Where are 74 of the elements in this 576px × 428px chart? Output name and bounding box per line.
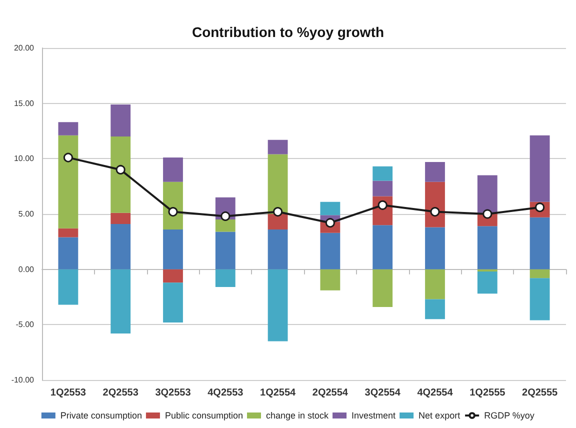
bar	[425, 299, 445, 320]
legend-label: Public consumption	[164, 410, 243, 420]
legend-label: Net export	[418, 410, 461, 420]
bar	[58, 237, 78, 270]
x-tick-label: 3Q2553	[155, 388, 192, 398]
point	[378, 200, 388, 210]
point	[430, 207, 440, 217]
bar	[110, 269, 131, 334]
bar	[372, 180, 393, 196]
legend-label: change in stock	[266, 410, 330, 420]
chart-title: Contribution to %yoy growth	[192, 24, 384, 40]
x-tick-label: 4Q2553	[208, 388, 244, 398]
bar	[320, 202, 340, 216]
x-tick-label: 3Q2554	[364, 388, 401, 398]
bar	[320, 232, 340, 270]
bar	[163, 158, 183, 182]
point	[273, 207, 283, 217]
y-tick-label: -5.00	[16, 320, 35, 330]
bar	[425, 227, 445, 270]
bar	[163, 282, 183, 322]
bar	[215, 269, 236, 288]
y-tick-label: 5.00	[18, 210, 35, 218]
y-tick-label: -10.00	[11, 376, 35, 384]
bar	[530, 278, 550, 320]
bar	[268, 229, 288, 270]
point	[168, 207, 178, 217]
bar	[163, 229, 183, 270]
bar	[163, 269, 183, 283]
legend-label: Private consumption	[60, 410, 142, 420]
bar	[477, 269, 498, 272]
point	[482, 209, 492, 219]
bar	[425, 182, 445, 228]
bar	[372, 166, 393, 181]
bar	[58, 135, 78, 228]
bar	[372, 225, 393, 270]
point	[116, 164, 126, 174]
bar	[58, 228, 78, 238]
point	[220, 211, 230, 221]
bar	[530, 217, 550, 270]
y-tick-label: 0.00	[18, 264, 35, 274]
bar	[110, 136, 131, 213]
bar	[320, 269, 340, 290]
bar	[268, 140, 288, 154]
x-tick-label: 1Q2555	[470, 388, 506, 398]
y-tick-label: 20.00	[14, 44, 35, 52]
bar	[58, 269, 78, 305]
bar	[425, 269, 445, 300]
bar	[110, 212, 131, 224]
x-tick-label: 4Q2554	[417, 388, 454, 398]
bar	[477, 272, 498, 294]
bar	[58, 122, 78, 136]
bar	[215, 220, 236, 232]
y-tick-label: 10.00	[14, 154, 35, 164]
x-tick-label: 2Q2554	[312, 388, 348, 398]
bar	[530, 269, 550, 278]
bar	[372, 269, 393, 307]
legend-label: RGDP %yoy	[484, 410, 535, 420]
x-tick-label: 2Q2553	[102, 388, 139, 398]
legend-label: Investment	[352, 410, 396, 420]
bar	[215, 232, 236, 270]
bar	[268, 269, 288, 342]
point	[63, 152, 73, 162]
bar	[268, 214, 288, 230]
x-tick-label: 2Q2555	[522, 388, 558, 398]
bar	[110, 224, 131, 270]
y-tick-label: 15.00	[14, 98, 35, 108]
bar	[477, 226, 498, 270]
bar	[530, 135, 550, 202]
bar	[425, 162, 445, 182]
bar	[110, 104, 131, 137]
x-tick-label: 1Q2553	[50, 388, 86, 398]
bar	[477, 175, 498, 213]
x-tick-label: 1Q2554	[260, 388, 296, 398]
bar	[268, 154, 288, 214]
